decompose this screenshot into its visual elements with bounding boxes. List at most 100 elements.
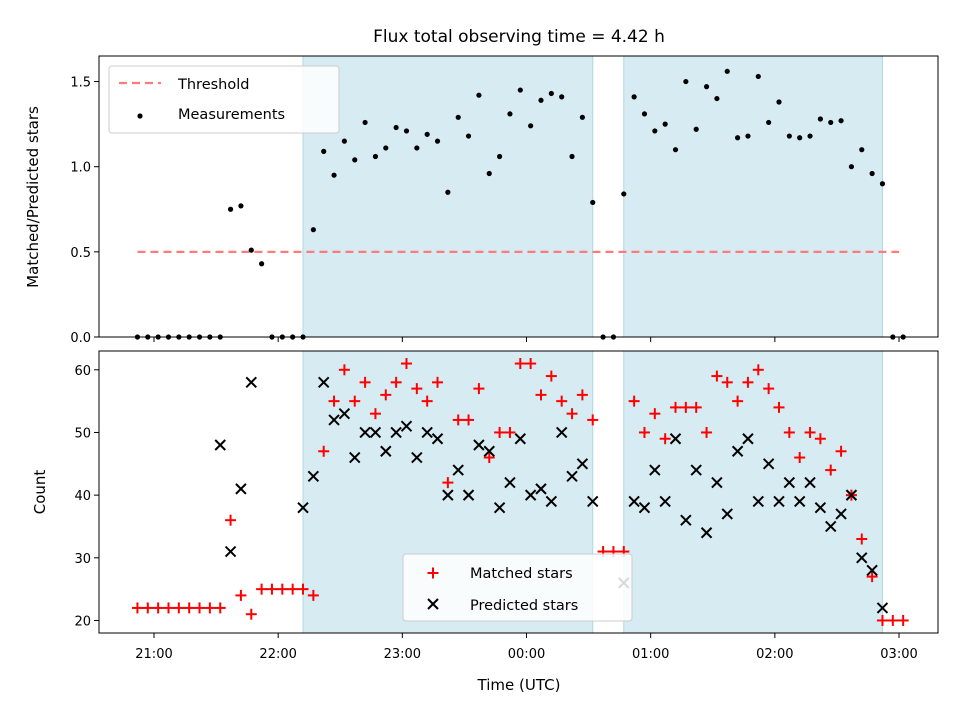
predicted-star-point-stroke	[328, 414, 340, 426]
predicted-star-point-stroke	[462, 489, 475, 501]
predicted-star-point	[566, 470, 578, 483]
measurement-point	[465, 133, 472, 139]
top-y-tick-label: 0.5	[70, 246, 91, 261]
measurement-point	[817, 116, 823, 122]
x-tick-label: 23:00	[384, 647, 421, 662]
predicted-star-point	[762, 458, 775, 470]
measurement-point	[559, 94, 565, 100]
matched-star-point	[463, 414, 475, 426]
matched-star-point	[587, 414, 599, 426]
measurement-point	[776, 99, 782, 105]
matched-star-point	[732, 395, 744, 407]
predicted-star-point-stroke	[504, 476, 516, 489]
measurement-point	[403, 128, 410, 134]
predicted-star-point	[856, 552, 868, 564]
predicted-star-point	[400, 420, 413, 432]
matched-star-point	[473, 383, 485, 395]
measurement-point	[755, 73, 761, 80]
measurement-point	[590, 199, 596, 206]
predicted-star-point	[680, 514, 692, 526]
matched-star-point	[566, 408, 578, 420]
matched-star-point	[483, 452, 495, 464]
matched-star-point	[680, 401, 692, 413]
matched-star-point	[545, 370, 557, 382]
x-tick-label: 00:00	[508, 647, 545, 662]
measurement-point	[652, 128, 658, 134]
predicted-star-point	[483, 445, 495, 457]
matched-star-point	[783, 426, 795, 438]
predicted-star-point	[421, 426, 433, 439]
predicted-star-point-stroke	[245, 376, 257, 389]
predicted-star-point	[535, 483, 547, 495]
predicted-star-point-stroke	[649, 464, 661, 476]
matched-star-point	[742, 376, 754, 388]
measurement-point	[631, 94, 637, 100]
predicted-star-point	[669, 433, 682, 445]
x-tick-label: 01:00	[632, 647, 669, 662]
matched-star-point	[711, 370, 723, 382]
predicted-star-point	[690, 464, 702, 476]
predicted-star-point-stroke	[452, 464, 464, 476]
matched-star-point	[183, 602, 195, 614]
measurement-point	[734, 135, 741, 141]
predicted-star-point-stroke	[731, 445, 744, 457]
predicted-star-point	[224, 545, 237, 558]
predicted-star-point-stroke	[690, 464, 702, 476]
bottom-y-tick-label: 40	[74, 489, 91, 504]
predicted-star-point	[349, 451, 361, 464]
measurement-point	[662, 121, 668, 127]
matched-star-point	[162, 602, 174, 614]
predicted-star-point	[514, 433, 527, 445]
matched-star-point	[514, 358, 526, 370]
measurement-point	[714, 95, 720, 102]
measurement-point	[766, 119, 772, 126]
predicted-star-point-stroke	[369, 426, 382, 439]
matched-star-point	[721, 376, 733, 388]
predicted-star-point-stroke	[814, 501, 827, 514]
matched-star-point	[338, 364, 350, 376]
measurement-point	[745, 133, 751, 139]
x-tick-label: 02:00	[756, 647, 793, 662]
predicted-star-point-stroke	[307, 470, 320, 483]
top-y-axis-label: Matched/Predicted stars	[24, 106, 42, 288]
predicted-star-point	[235, 483, 247, 495]
predicted-star-point	[804, 476, 816, 489]
matched-star-point	[307, 589, 319, 601]
measurement-point	[693, 126, 699, 132]
predicted-star-point-stroke	[235, 483, 247, 495]
bottom-y-tick-label: 60	[74, 364, 91, 379]
matched-star-point	[701, 426, 713, 438]
matched-star-point	[245, 608, 257, 620]
predicted-star-point-stroke	[566, 470, 578, 483]
predicted-star-point	[649, 464, 661, 476]
predicted-star-point-stroke	[711, 476, 723, 489]
measurement-point	[848, 164, 855, 170]
matched-star-point	[235, 589, 247, 601]
measurement-point	[393, 124, 399, 131]
predicted-star-point-stroke	[835, 508, 847, 520]
predicted-star-point	[628, 495, 640, 508]
predicted-star-point	[721, 508, 733, 520]
measurement-point	[786, 133, 792, 139]
predicted-star-point-stroke	[493, 501, 506, 514]
legend-threshold-label: Threshold	[177, 77, 249, 93]
measurement-point	[548, 90, 554, 97]
measurement-point	[579, 114, 585, 120]
measurement-point	[434, 138, 441, 144]
predicted-star-point-stroke	[442, 489, 454, 501]
measurement-point	[383, 145, 389, 151]
matched-star-point	[369, 408, 381, 420]
measurement-point	[859, 147, 865, 153]
predicted-star-point-stroke	[411, 451, 423, 464]
matched-star-point	[866, 571, 878, 583]
predicted-star-point	[431, 433, 444, 445]
matched-star-point	[131, 602, 143, 614]
measurement-point	[248, 247, 254, 253]
predicted-star-point-stroke	[431, 433, 444, 445]
matched-star-point	[194, 602, 206, 614]
matched-star-point	[349, 395, 361, 407]
bottom-legend: Matched stars Predicted stars	[402, 553, 633, 622]
x-tick-label: 22:00	[259, 647, 296, 662]
predicted-star-point	[587, 495, 599, 508]
matched-star-point	[773, 401, 785, 413]
